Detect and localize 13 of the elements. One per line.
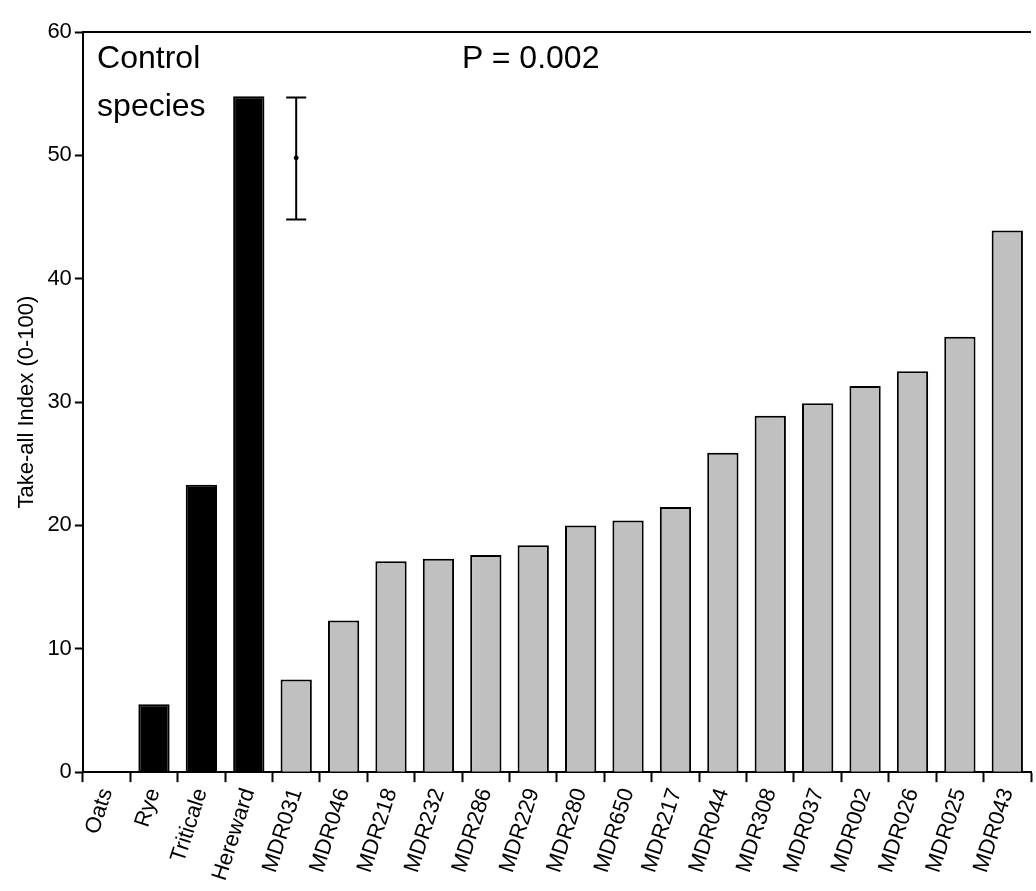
annotation: P = 0.002 bbox=[462, 38, 600, 75]
x-tick-label: Triticale bbox=[164, 784, 212, 866]
y-tick-label: 50 bbox=[47, 141, 72, 167]
y-tick-label: 40 bbox=[47, 264, 72, 290]
y-tick-label: 60 bbox=[47, 18, 72, 44]
annotation: Control species bbox=[97, 38, 206, 123]
y-tick-label: 20 bbox=[47, 511, 72, 537]
x-tick-label: Oats bbox=[78, 784, 118, 837]
y-tick-label: 10 bbox=[47, 634, 72, 660]
y-axis-title: Take-all Index (0-100) bbox=[13, 295, 39, 509]
y-tick-label: 0 bbox=[59, 758, 72, 784]
y-tick-label: 30 bbox=[47, 388, 72, 414]
x-tick-label: Rye bbox=[128, 784, 165, 830]
